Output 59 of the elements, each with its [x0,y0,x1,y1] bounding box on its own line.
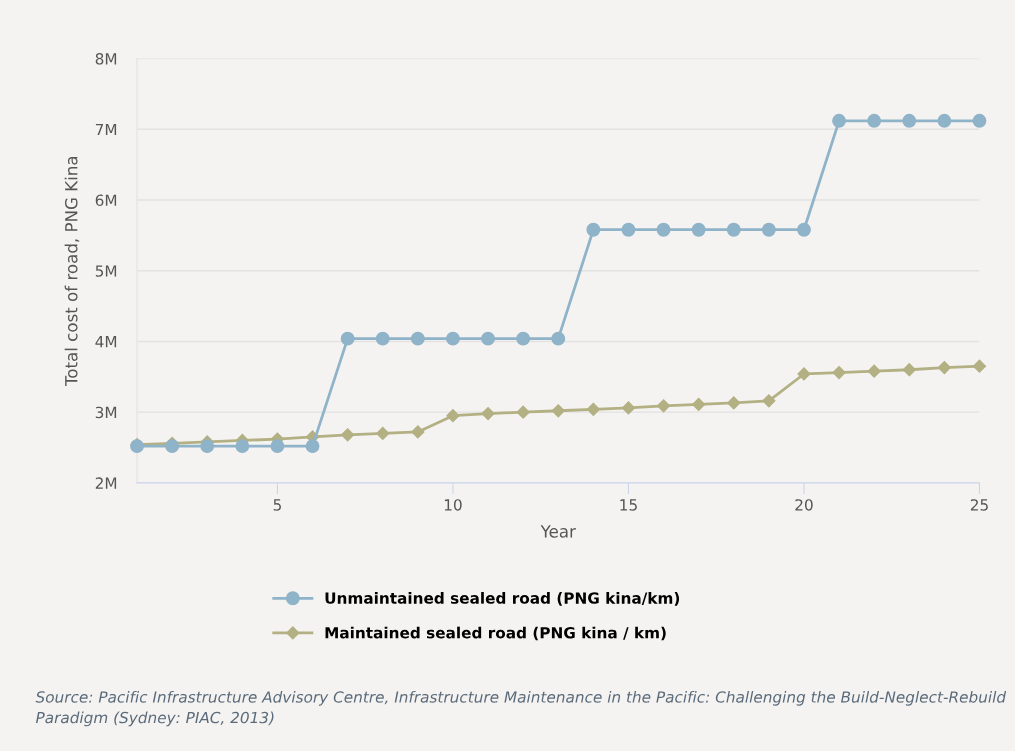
y-tick-label: 5M [95,265,117,277]
point [902,363,916,377]
point [305,439,320,454]
x-tick-label: 25 [970,499,988,511]
point [656,222,671,237]
point [621,222,636,237]
x-tick-label: 20 [795,499,813,511]
point [410,331,425,346]
point [586,402,600,416]
point [761,222,776,237]
point [445,331,460,346]
x-axis-title: Year [540,525,576,538]
point [797,367,811,381]
point [516,331,531,346]
y-tick-label: 6M [95,194,117,207]
point [375,331,390,346]
point [832,365,846,380]
point [691,222,706,237]
source-note: Source: Pacific Infrastructure Advisory Centre, Infrastructure Maintenance in the Pacific: Challenging the Build-Neglect-Rebuild Paradigm (Sydney: PIAC, 2013) [35,690,1007,727]
point [972,113,987,128]
point [621,401,636,415]
point [551,331,566,346]
point [200,439,215,454]
point [411,425,425,439]
point [972,359,987,373]
point [867,113,882,128]
point [446,409,460,423]
x-tick-label: 10 [444,499,462,511]
y-tick-label: 3M [95,406,117,419]
point [341,428,355,442]
y-tick-label: 7M [95,123,117,136]
point [586,222,601,237]
point [481,331,495,346]
point [376,426,390,440]
legend-label: Unmaintained sealed road (PNG kina/km) [325,592,680,606]
point [692,397,706,411]
point [937,361,951,375]
x-tick-label: 15 [620,499,637,511]
point [726,222,741,237]
point [832,113,847,128]
point [867,364,881,378]
point [516,405,530,419]
y-tick-label: 8M [95,53,117,65]
point [797,222,811,237]
y-tick-label: 4M [95,336,117,348]
y-axis-title: Total cost of road, PNG Kina [64,156,80,387]
point [656,399,671,413]
point [235,439,250,454]
x-tick-label: 5 [273,499,281,511]
y-tick-label: 2M [95,477,117,489]
point [551,404,565,418]
point [270,439,285,454]
point [481,407,495,421]
point [340,331,355,346]
point [727,396,741,410]
point [937,113,952,128]
legend-label: Maintained sealed road (PNG kina / km) [325,626,666,641]
point [902,113,917,128]
point [762,394,776,408]
